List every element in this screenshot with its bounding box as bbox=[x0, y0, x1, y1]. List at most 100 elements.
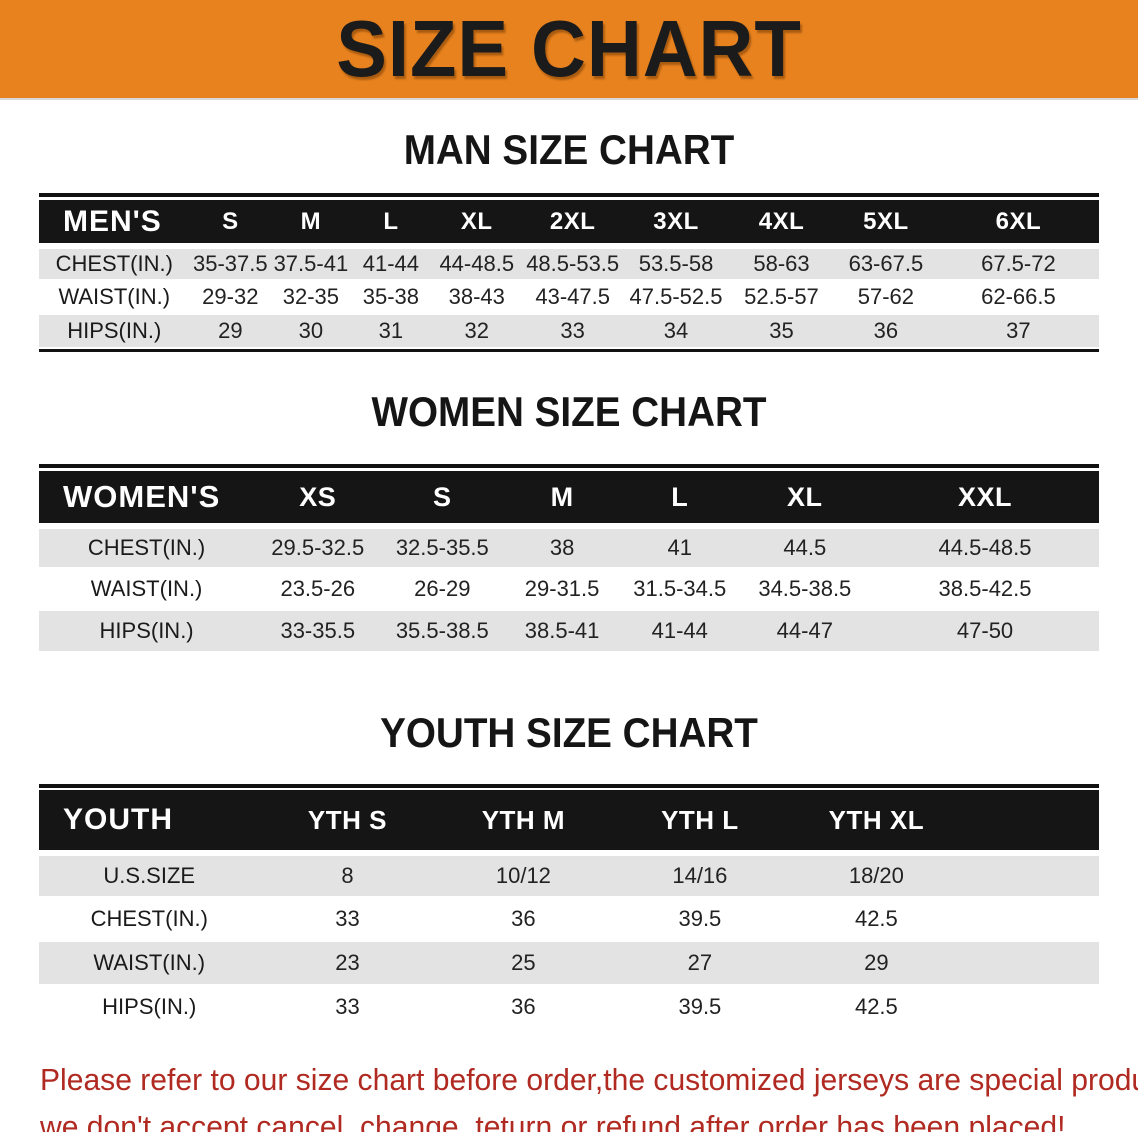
size-value: 33 bbox=[335, 994, 360, 1019]
size-value: 34.5-38.5 bbox=[758, 576, 852, 601]
size-column-header: L bbox=[671, 481, 689, 512]
size-value: 29 bbox=[218, 318, 243, 343]
youth-section-heading: YOUTH SIZE CHART bbox=[380, 709, 758, 756]
size-value: 38.5-42.5 bbox=[938, 576, 1032, 601]
table-row: WAIST(IN.) 29-32 32-35 35-38 38-43 43-47.5 47.… bbox=[39, 280, 1099, 314]
size-value: 47-50 bbox=[956, 618, 1014, 643]
measurement-label: CHEST(IN.) bbox=[55, 251, 173, 276]
size-value: 31 bbox=[378, 318, 404, 343]
size-column-header: M bbox=[300, 207, 322, 235]
measurement-label: HIPS(IN.) bbox=[67, 318, 162, 343]
size-value: 38.5-41 bbox=[524, 618, 600, 643]
size-value: 18/20 bbox=[848, 863, 904, 888]
notice-line-1: Please refer to our size chart before or… bbox=[40, 1062, 1138, 1097]
size-value: 42.5 bbox=[854, 994, 898, 1019]
women-section-heading: WOMEN SIZE CHART bbox=[371, 388, 767, 435]
size-column-header: 4XL bbox=[758, 207, 805, 235]
size-value: 44.5 bbox=[783, 535, 827, 560]
size-value: 33 bbox=[560, 318, 585, 343]
table-row: WAIST(IN.) 23 25 27 29 bbox=[39, 941, 1099, 985]
size-value: 32-35 bbox=[282, 284, 340, 309]
women-table-wrap: WOMEN'S XS S M L XL XXL CHEST(IN.) 29.5-32.5 32.5… bbox=[39, 464, 1099, 653]
measurement-label: CHEST(IN.) bbox=[90, 906, 208, 931]
size-column-header: XS bbox=[299, 481, 337, 512]
size-value: 36 bbox=[511, 994, 536, 1019]
size-value: 10/12 bbox=[495, 863, 551, 888]
table-header-label: WOMEN'S bbox=[63, 479, 221, 514]
size-value: 23.5-26 bbox=[280, 576, 356, 601]
size-value: 35 bbox=[769, 318, 794, 343]
measurement-label: HIPS(IN.) bbox=[102, 994, 197, 1019]
table-row: CHEST(IN.) 35-37.5 37.5-41 41-44 44-48.5 48.5… bbox=[39, 246, 1099, 280]
size-value: 33-35.5 bbox=[280, 618, 356, 643]
size-value: 14/16 bbox=[672, 863, 728, 888]
size-value: 38-43 bbox=[448, 284, 505, 309]
measurement-label: WAIST(IN.) bbox=[58, 284, 171, 309]
size-value: 58-63 bbox=[753, 251, 810, 276]
table-header-row: WOMEN'S XS S M L XL XXL bbox=[39, 471, 1099, 526]
table-row: U.S.SIZE 8 10/12 14/16 18/20 bbox=[39, 853, 1099, 897]
filler-cell bbox=[964, 790, 1099, 853]
size-value: 23 bbox=[335, 950, 360, 975]
size-value: 62-66.5 bbox=[981, 284, 1056, 309]
size-value: 52.5-57 bbox=[744, 284, 819, 309]
size-value: 34 bbox=[663, 318, 689, 343]
table-header-row: YOUTH YTH S YTH M YTH L YTH XL bbox=[39, 790, 1099, 853]
size-value: 37 bbox=[1006, 318, 1031, 343]
size-value: 8 bbox=[341, 863, 354, 888]
men-section-heading: MAN SIZE CHART bbox=[403, 126, 735, 173]
table-header-label: MEN'S bbox=[63, 204, 162, 238]
measurement-label: U.S.SIZE bbox=[103, 863, 196, 888]
size-value: 32.5-35.5 bbox=[395, 535, 489, 560]
size-value: 33 bbox=[335, 906, 360, 931]
youth-table-wrap: YOUTH YTH S YTH M YTH L YTH XL U.S.SIZE 8 10/12… bbox=[39, 784, 1099, 1030]
section-men: MAN SIZE CHART MEN'S S M L XL 2XL 3XL 4XL 5XL 6XL… bbox=[0, 126, 1138, 352]
measurement-label: WAIST(IN.) bbox=[90, 576, 203, 601]
size-column-header: XL bbox=[787, 481, 823, 512]
size-value: 47.5-52.5 bbox=[629, 284, 723, 309]
filler-cell bbox=[964, 985, 1099, 1029]
measurement-label: HIPS(IN.) bbox=[99, 618, 194, 643]
notice-line-2: we don't accept cancel, change, teturn o… bbox=[40, 1109, 1066, 1132]
size-column-header: 6XL bbox=[995, 207, 1042, 235]
men-table-wrap: MEN'S S M L XL 2XL 3XL 4XL 5XL 6XL CHEST(IN.) 35-37… bbox=[39, 193, 1099, 352]
size-column-header: YTH L bbox=[661, 804, 739, 835]
page-title: SIZE CHART bbox=[336, 4, 802, 93]
size-column-header: M bbox=[550, 481, 574, 512]
size-value: 41-44 bbox=[651, 618, 708, 643]
youth-size-table: YOUTH YTH S YTH M YTH L YTH XL U.S.SIZE 8 10/12… bbox=[39, 790, 1099, 1030]
size-value: 29.5-32.5 bbox=[271, 535, 365, 560]
size-value: 41-44 bbox=[362, 251, 420, 276]
size-value: 29 bbox=[864, 950, 889, 975]
size-value: 36 bbox=[511, 906, 536, 931]
size-column-header: 5XL bbox=[863, 207, 909, 235]
size-value: 30 bbox=[298, 318, 324, 343]
size-column-header: XL bbox=[460, 207, 493, 235]
table-row: HIPS(IN.) 33-35.5 35.5-38.5 38.5-41 41-44 44-… bbox=[39, 610, 1099, 652]
size-value: 44-48.5 bbox=[439, 251, 515, 276]
size-value: 39.5 bbox=[678, 906, 722, 931]
size-column-header: S bbox=[222, 207, 239, 235]
order-notice: Please refer to our size chart before or… bbox=[40, 1056, 1138, 1132]
section-youth: YOUTH SIZE CHART YOUTH YTH S YTH M YTH L YTH… bbox=[0, 709, 1138, 1030]
table-row: CHEST(IN.) 33 36 39.5 42.5 bbox=[39, 897, 1099, 941]
table-row: HIPS(IN.) 29 30 31 32 33 34 35 36 37 bbox=[39, 314, 1099, 348]
size-value: 29-32 bbox=[202, 284, 259, 309]
size-value: 25 bbox=[511, 950, 536, 975]
filler-cell bbox=[964, 941, 1099, 985]
size-value: 39.5 bbox=[678, 994, 722, 1019]
size-value: 35-37.5 bbox=[193, 251, 268, 276]
size-column-header: YTH XL bbox=[828, 804, 925, 835]
table-header-label: YOUTH bbox=[63, 803, 173, 836]
banner: SIZE CHART bbox=[0, 0, 1138, 100]
men-size-table: MEN'S S M L XL 2XL 3XL 4XL 5XL 6XL CHEST(IN.) 35-37… bbox=[39, 200, 1099, 349]
size-value: 31.5-34.5 bbox=[633, 576, 727, 601]
women-size-table: WOMEN'S XS S M L XL XXL CHEST(IN.) 29.5-32.5 32.5… bbox=[39, 471, 1099, 653]
size-value: 29-31.5 bbox=[524, 576, 600, 601]
filler-cell bbox=[964, 897, 1099, 941]
size-value: 35-38 bbox=[362, 284, 420, 309]
table-header-row: MEN'S S M L XL 2XL 3XL 4XL 5XL 6XL bbox=[39, 200, 1099, 246]
size-value: 41 bbox=[667, 535, 692, 560]
size-value: 42.5 bbox=[854, 906, 898, 931]
